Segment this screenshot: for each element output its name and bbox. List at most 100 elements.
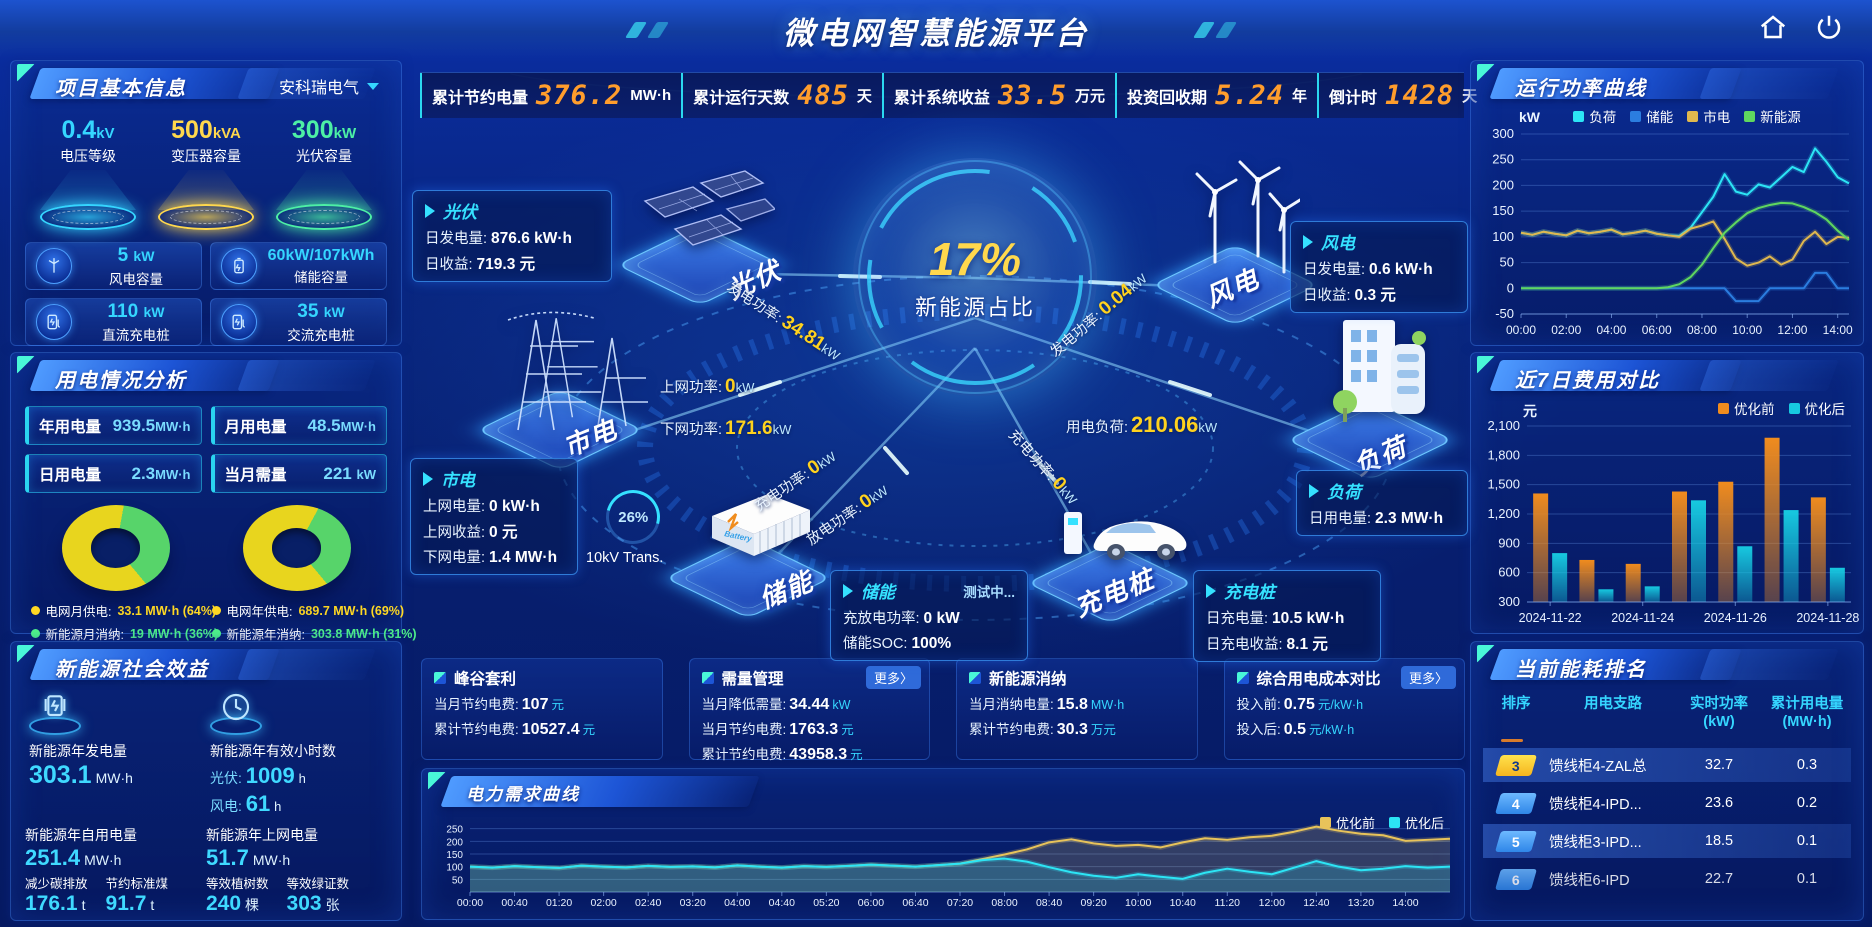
charging-station-icon — [44, 695, 66, 717]
card-wind-capacity: 5 kW 风电容量 — [25, 242, 202, 290]
svg-text:1,800: 1,800 — [1487, 447, 1520, 462]
more-button[interactable]: 更多〉 — [865, 666, 921, 689]
benefit-annual-generation: 新能源年发电量 303.1 MW·h — [25, 689, 206, 819]
svg-text:200: 200 — [1492, 177, 1514, 192]
panel-run-power: 运行功率曲线 kW 负荷 储能 市电 新能源 300 250 200 150 100 50 0 -5… — [1470, 60, 1864, 346]
clock-icon — [222, 693, 250, 721]
rank-badge: 6 — [1494, 868, 1538, 890]
svg-text:09:20: 09:20 — [1080, 897, 1106, 909]
svg-text:00:40: 00:40 — [501, 897, 527, 909]
arrow-icon — [1206, 583, 1216, 598]
legend-item[interactable]: 市电 — [1687, 106, 1730, 126]
stat-month-usage: 月用电量 48.5MW·h — [210, 406, 387, 445]
rank-badge: 4 — [1494, 792, 1538, 814]
svg-text:50: 50 — [1500, 255, 1514, 270]
stat-year-usage: 年用电量 939.5MW·h — [25, 406, 202, 445]
kpi-stats-bar: 累计节约电量 376.2 MW·h 累计运行天数 485 天 累计系统收益 33… — [420, 72, 1477, 118]
svg-text:300: 300 — [1498, 594, 1520, 609]
arrow-icon — [425, 203, 435, 218]
home-icon[interactable] — [1758, 12, 1788, 42]
svg-text:03:20: 03:20 — [680, 897, 706, 909]
svg-text:2024-11-28: 2024-11-28 — [1796, 611, 1859, 625]
svg-text:100: 100 — [1492, 229, 1514, 244]
donut-year: 电网年供电: 689.7 MW·h (69%) 新能源年消纳: 303.8 MW·h… — [211, 505, 417, 643]
run-power-legend: 负荷 储能 市电 新能源 — [1511, 106, 1863, 126]
panel-project-info: 项目基本信息 安科瑞电气 0.4kV 电压等级 500kVA 变压器容量 300… — [10, 60, 402, 346]
legend-item: 新能源月消纳: 19 MW·h (36%) — [30, 624, 218, 643]
flag-icon — [1236, 672, 1249, 684]
arrow-icon — [423, 471, 433, 486]
panel-demand-curve: 电力需求曲线 优化前 优化后 250 200 150 100 50 00:00 00:40 01… — [421, 768, 1465, 920]
building-icon — [1333, 320, 1426, 422]
stat-month-demand: 当月需量 221 kW — [210, 454, 387, 493]
svg-text:150: 150 — [1492, 203, 1514, 218]
kpi-cards-row: 峰谷套利 当月节约电费: 107 元 累计节约电费: 10527.4 元 需量管理 更多… — [421, 658, 1465, 763]
battery-container-icon: Battery — [712, 494, 810, 556]
flow-to-grid: 上网功率: 0kW — [660, 376, 755, 397]
svg-text:0: 0 — [1507, 280, 1514, 295]
svg-text:300: 300 — [1492, 126, 1514, 141]
stat-countdown: 倒计时 1428 天 — [1317, 73, 1487, 118]
legend-item[interactable]: 优化后 — [1788, 398, 1845, 418]
table-row[interactable]: 6 馈线柜6-IPD 22.7 0.1 — [1483, 862, 1851, 894]
svg-text:05:20: 05:20 — [813, 897, 839, 909]
legend-item: 电网年供电: 689.7 MW·h (69%) — [211, 601, 404, 620]
core-orb: 17% 新能源占比 — [853, 158, 1097, 396]
panel-title: 近7日费用对比 — [1515, 370, 1661, 392]
svg-text:1,500: 1,500 — [1487, 477, 1520, 492]
svg-text:10:40: 10:40 — [1170, 897, 1196, 909]
ev-car-icon — [1064, 512, 1187, 560]
legend-item[interactable]: 优化前 — [1718, 398, 1775, 418]
svg-text:14:00: 14:00 — [1392, 897, 1418, 909]
more-button[interactable]: 更多〉 — [1400, 666, 1456, 689]
cost-legend: 优化前 优化后 — [1511, 398, 1845, 418]
panel-title: 用电情况分析 — [55, 370, 187, 392]
svg-text:14:00: 14:00 — [1823, 323, 1853, 337]
svg-text:600: 600 — [1498, 565, 1520, 580]
legend-item[interactable]: 储能 — [1630, 106, 1673, 126]
benefit-self-use: 新能源年自用电量 251.4 MW·h 减少碳排放 176.1 t 节约标准煤 91… — [25, 827, 169, 915]
power-icon[interactable] — [1814, 12, 1844, 42]
panel-title: 电力需求曲线 — [466, 785, 580, 804]
table-row[interactable]: 5 馈线柜3-IPD... 18.5 0.1 — [1483, 824, 1851, 859]
benefit-certs: 等效绿证数 303 张 — [286, 877, 350, 915]
svg-text:02:40: 02:40 — [635, 897, 661, 909]
pedestal-transformer: 500kVA 变压器容量 — [147, 116, 265, 234]
storage-info-box: 储能 测试中... 充放电功率: 0 kW 储能SOC: 100% — [830, 570, 1028, 661]
stat-revenue: 累计系统收益 33.5 万元 — [881, 73, 1115, 118]
svg-text:200: 200 — [446, 837, 463, 848]
panel-title: 新能源社会效益 — [55, 659, 209, 681]
panel-title: 运行功率曲线 — [1515, 78, 1647, 100]
legend-item[interactable]: 优化前 — [1319, 813, 1375, 832]
arrow-icon — [1303, 234, 1313, 249]
company-select[interactable]: 安科瑞电气 — [279, 74, 379, 98]
testing-badge: 测试中... — [963, 584, 1015, 600]
card-ac-charger: 35 kW 交流充电桩 — [210, 298, 387, 346]
run-power-chart: 300 250 200 150 100 50 0 -50 00:00 02:00 04:00 06:0… — [1475, 126, 1859, 343]
y-axis-unit: 元 — [1523, 403, 1537, 419]
svg-text:2,100: 2,100 — [1487, 418, 1520, 433]
card-renewable-consumption: 新能源消纳 当月消纳电量: 15.8 MW·h 累计节约电费: 30.3 万元 — [956, 658, 1198, 760]
svg-text:150: 150 — [446, 850, 463, 861]
pedestal-voltage: 0.4kV 电压等级 — [29, 116, 147, 234]
svg-text:00:00: 00:00 — [1506, 323, 1536, 337]
arrow-icon — [843, 583, 853, 598]
legend-item: 电网月供电: 33.1 MW·h (64%) — [30, 601, 216, 620]
renewable-share-label: 新能源占比 — [914, 295, 1035, 320]
arrow-icon — [1309, 483, 1319, 498]
table-row[interactable]: 4 馈线柜4-IPD... 23.6 0.2 — [1483, 786, 1851, 820]
legend-item[interactable]: 负荷 — [1573, 106, 1616, 126]
benefit-trees: 等效植树数 240 棵 — [206, 877, 269, 915]
svg-text:-50: -50 — [1495, 306, 1514, 321]
svg-text:13:20: 13:20 — [1348, 897, 1374, 909]
cost-chart: 2,100 1,800 1,500 1,200 900 600 300 2024-11-22 2… — [1475, 418, 1859, 631]
legend-item[interactable]: 优化后 — [1388, 813, 1444, 832]
panel-title: 项目基本信息 — [55, 78, 187, 100]
svg-text:12:40: 12:40 — [1303, 897, 1329, 909]
load-info-box: 负荷 日用电量: 2.3 MW·h — [1296, 470, 1468, 536]
microgrid-topology: Battery 17% 新能源占比 光伏 风电 市电 负荷 储能 充电桩 光伏 … — [410, 118, 1468, 662]
svg-text:1,200: 1,200 — [1487, 506, 1520, 521]
card-demand-mgmt: 需量管理 更多〉 当月降低需量: 34.44 kW 当月节约电费: 1763.3 元 累… — [688, 658, 930, 763]
table-row[interactable]: 3 馈线柜4-ZAL总 32.7 0.3 — [1483, 748, 1851, 783]
legend-item[interactable]: 新能源 — [1744, 106, 1801, 126]
